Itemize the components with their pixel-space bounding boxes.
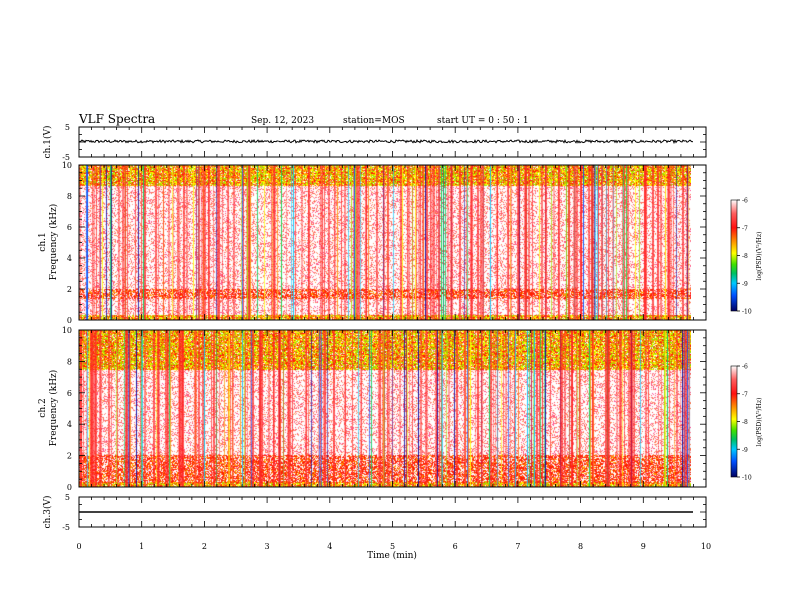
freq-tick-label: 10 bbox=[62, 161, 72, 170]
ch1-waveform-line bbox=[78, 138, 694, 145]
freq-tick-label: 2 bbox=[67, 285, 72, 294]
ch3-ytick-top: 5 bbox=[65, 493, 70, 502]
time-tick-label: 10 bbox=[701, 542, 711, 551]
time-tick-labels: 0 1 2 3 4 5 6 7 8 9 10 bbox=[76, 542, 711, 551]
ch2-colorbar: -6 -7 -8 -9 -10 log(PSD)(V²/Hz) bbox=[730, 364, 763, 482]
ch1-channel-label: ch.1 bbox=[38, 232, 48, 251]
freq-tick-label: 6 bbox=[67, 389, 72, 398]
freq-tick-label: 2 bbox=[67, 452, 72, 461]
freq-tick-label: 8 bbox=[67, 192, 72, 201]
freq-tick-label: 4 bbox=[67, 254, 72, 263]
freq-tick-label: 10 bbox=[62, 326, 72, 335]
ch3-waveform-panel: 5 -5 ch.3(V) 0 1 2 3 4 5 6 7 8 9 10 Time (min) bbox=[42, 493, 711, 561]
freq-tick-label: 0 bbox=[67, 316, 72, 325]
ch1-spectrogram-ticks bbox=[78, 164, 707, 321]
colorbar-tick-label: -8 bbox=[742, 419, 748, 426]
ch2-colorbar-label: log(PSD)(V²/Hz) bbox=[756, 398, 763, 447]
time-tick-label: 6 bbox=[453, 542, 458, 551]
colorbar-tick-label: -6 bbox=[742, 198, 748, 205]
colorbar-tick-label: -9 bbox=[742, 447, 748, 454]
ch1-colorbar: -6 -7 -8 -9 -10 log(PSD)(V²/Hz) bbox=[730, 198, 763, 316]
ch2-frequency-ylabel: Frequency (kHz) bbox=[48, 370, 59, 447]
ch1-ytick-top: 5 bbox=[65, 123, 70, 132]
ch2-spectrogram-image bbox=[79, 330, 691, 487]
colorbar-tick-label: -7 bbox=[742, 391, 748, 398]
ch1-freq-tick-labels: 0 2 4 6 8 10 bbox=[62, 161, 72, 325]
ch2-freq-tick-labels: 0 2 4 6 8 10 bbox=[62, 326, 72, 492]
date-label: Sep. 12, 2023 bbox=[251, 116, 314, 126]
ch1-waveform-panel: 5 -5 ch.1(V) bbox=[42, 123, 707, 162]
time-tick-label: 2 bbox=[202, 542, 207, 551]
ch1-ytick-bottom: -5 bbox=[62, 153, 70, 162]
ch1-waveform-ylabel: ch.1(V) bbox=[42, 126, 53, 159]
colorbar-tick-label: -10 bbox=[742, 475, 752, 482]
time-tick-label: 3 bbox=[265, 542, 270, 551]
colorbar-tick-label: -6 bbox=[742, 364, 748, 371]
freq-tick-label: 8 bbox=[67, 357, 72, 366]
station-label: station=MOS bbox=[343, 116, 405, 126]
time-tick-label: 0 bbox=[76, 542, 81, 551]
start-ut-label: start UT = 0 : 50 : 1 bbox=[437, 116, 529, 126]
time-tick-label: 8 bbox=[578, 542, 583, 551]
ch1-waveform-ticks bbox=[78, 126, 707, 158]
ch2-colorbar-scale bbox=[730, 365, 738, 478]
ch3-waveform-ylabel: ch.3(V) bbox=[42, 496, 53, 529]
freq-tick-label: 6 bbox=[67, 223, 72, 232]
colorbar-tick-label: -10 bbox=[742, 309, 752, 316]
ch2-spectrogram-ticks bbox=[78, 329, 707, 488]
time-tick-label: 7 bbox=[515, 542, 520, 551]
colorbar-tick-label: -9 bbox=[742, 281, 748, 288]
time-axis-label: Time (min) bbox=[367, 550, 417, 561]
ch1-spectrogram-image bbox=[79, 165, 691, 320]
freq-tick-label: 4 bbox=[67, 420, 72, 429]
ch1-spectrogram-panel: 0 2 4 6 8 10 ch.1 Frequency (kHz) bbox=[38, 161, 707, 325]
ch1-colorbar-label: log(PSD)(V²/Hz) bbox=[756, 232, 763, 281]
ch1-frequency-ylabel: Frequency (kHz) bbox=[48, 204, 59, 281]
figure-title: VLF Spectra bbox=[78, 112, 155, 126]
ch2-spectrogram-panel: 0 2 4 6 8 10 ch.2 Frequency (kHz) bbox=[38, 326, 707, 492]
colorbar-tick-label: -8 bbox=[742, 253, 748, 260]
ch3-ytick-bottom: -5 bbox=[62, 523, 70, 532]
colorbar-tick-label: -7 bbox=[742, 225, 748, 232]
time-tick-label: 1 bbox=[139, 542, 144, 551]
time-tick-label: 5 bbox=[390, 542, 395, 551]
time-tick-label: 4 bbox=[327, 542, 332, 551]
freq-tick-label: 0 bbox=[67, 483, 72, 492]
ch3-waveform-ticks bbox=[78, 496, 707, 528]
ch1-colorbar-scale bbox=[730, 199, 738, 312]
ch2-channel-label: ch.2 bbox=[38, 398, 48, 417]
time-tick-label: 9 bbox=[641, 542, 646, 551]
